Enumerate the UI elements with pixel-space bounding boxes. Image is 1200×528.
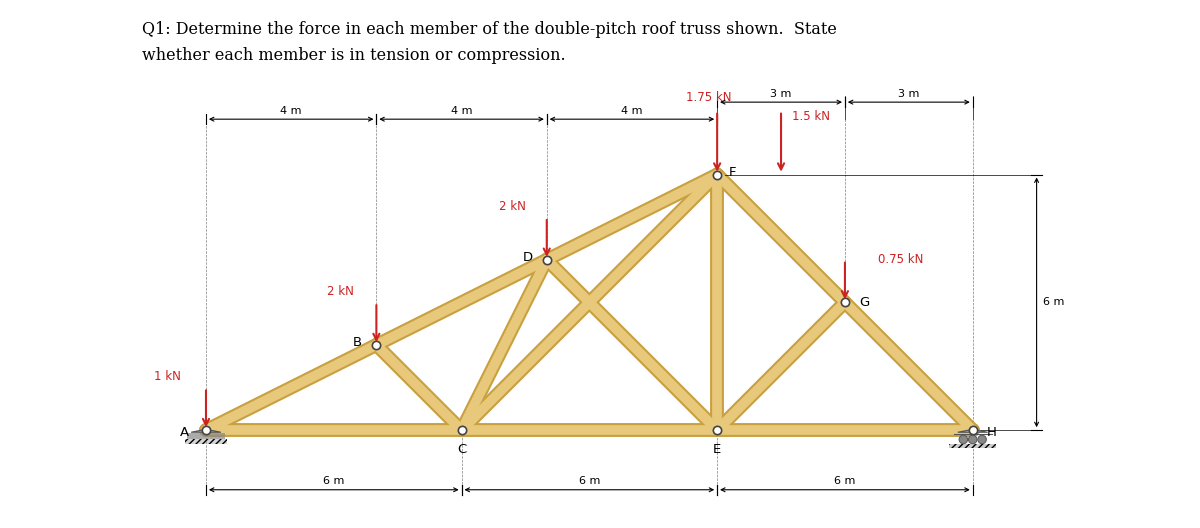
Polygon shape	[958, 429, 988, 432]
Text: C: C	[457, 443, 466, 456]
Circle shape	[959, 435, 967, 444]
Text: F: F	[728, 166, 736, 179]
Text: 6 m: 6 m	[1043, 297, 1064, 307]
Circle shape	[968, 435, 977, 444]
Text: D: D	[522, 251, 533, 264]
Text: 1.75 kN: 1.75 kN	[686, 91, 731, 104]
Text: E: E	[713, 443, 721, 456]
Polygon shape	[191, 429, 221, 432]
Text: A: A	[180, 426, 190, 439]
Text: 4 m: 4 m	[281, 106, 302, 116]
Text: 6 m: 6 m	[834, 476, 856, 486]
Text: 6 m: 6 m	[578, 476, 600, 486]
Text: 6 m: 6 m	[323, 476, 344, 486]
Text: G: G	[859, 296, 869, 309]
Text: 3 m: 3 m	[898, 89, 919, 99]
Text: 2 kN: 2 kN	[326, 285, 354, 298]
Text: 1.5 kN: 1.5 kN	[792, 110, 830, 124]
Text: 3 m: 3 m	[770, 89, 792, 99]
Text: 4 m: 4 m	[622, 106, 643, 116]
Text: H: H	[986, 426, 997, 439]
Text: 4 m: 4 m	[451, 106, 473, 116]
Circle shape	[978, 435, 986, 444]
Text: 2 kN: 2 kN	[499, 200, 526, 213]
Text: 0.75 kN: 0.75 kN	[877, 253, 923, 266]
Text: 1 kN: 1 kN	[155, 370, 181, 383]
Text: Q1: Determine the force in each member of the double-pitch roof truss shown.  St: Q1: Determine the force in each member o…	[142, 21, 836, 38]
Text: whether each member is in tension or compression.: whether each member is in tension or com…	[142, 47, 565, 64]
Text: B: B	[353, 336, 361, 350]
